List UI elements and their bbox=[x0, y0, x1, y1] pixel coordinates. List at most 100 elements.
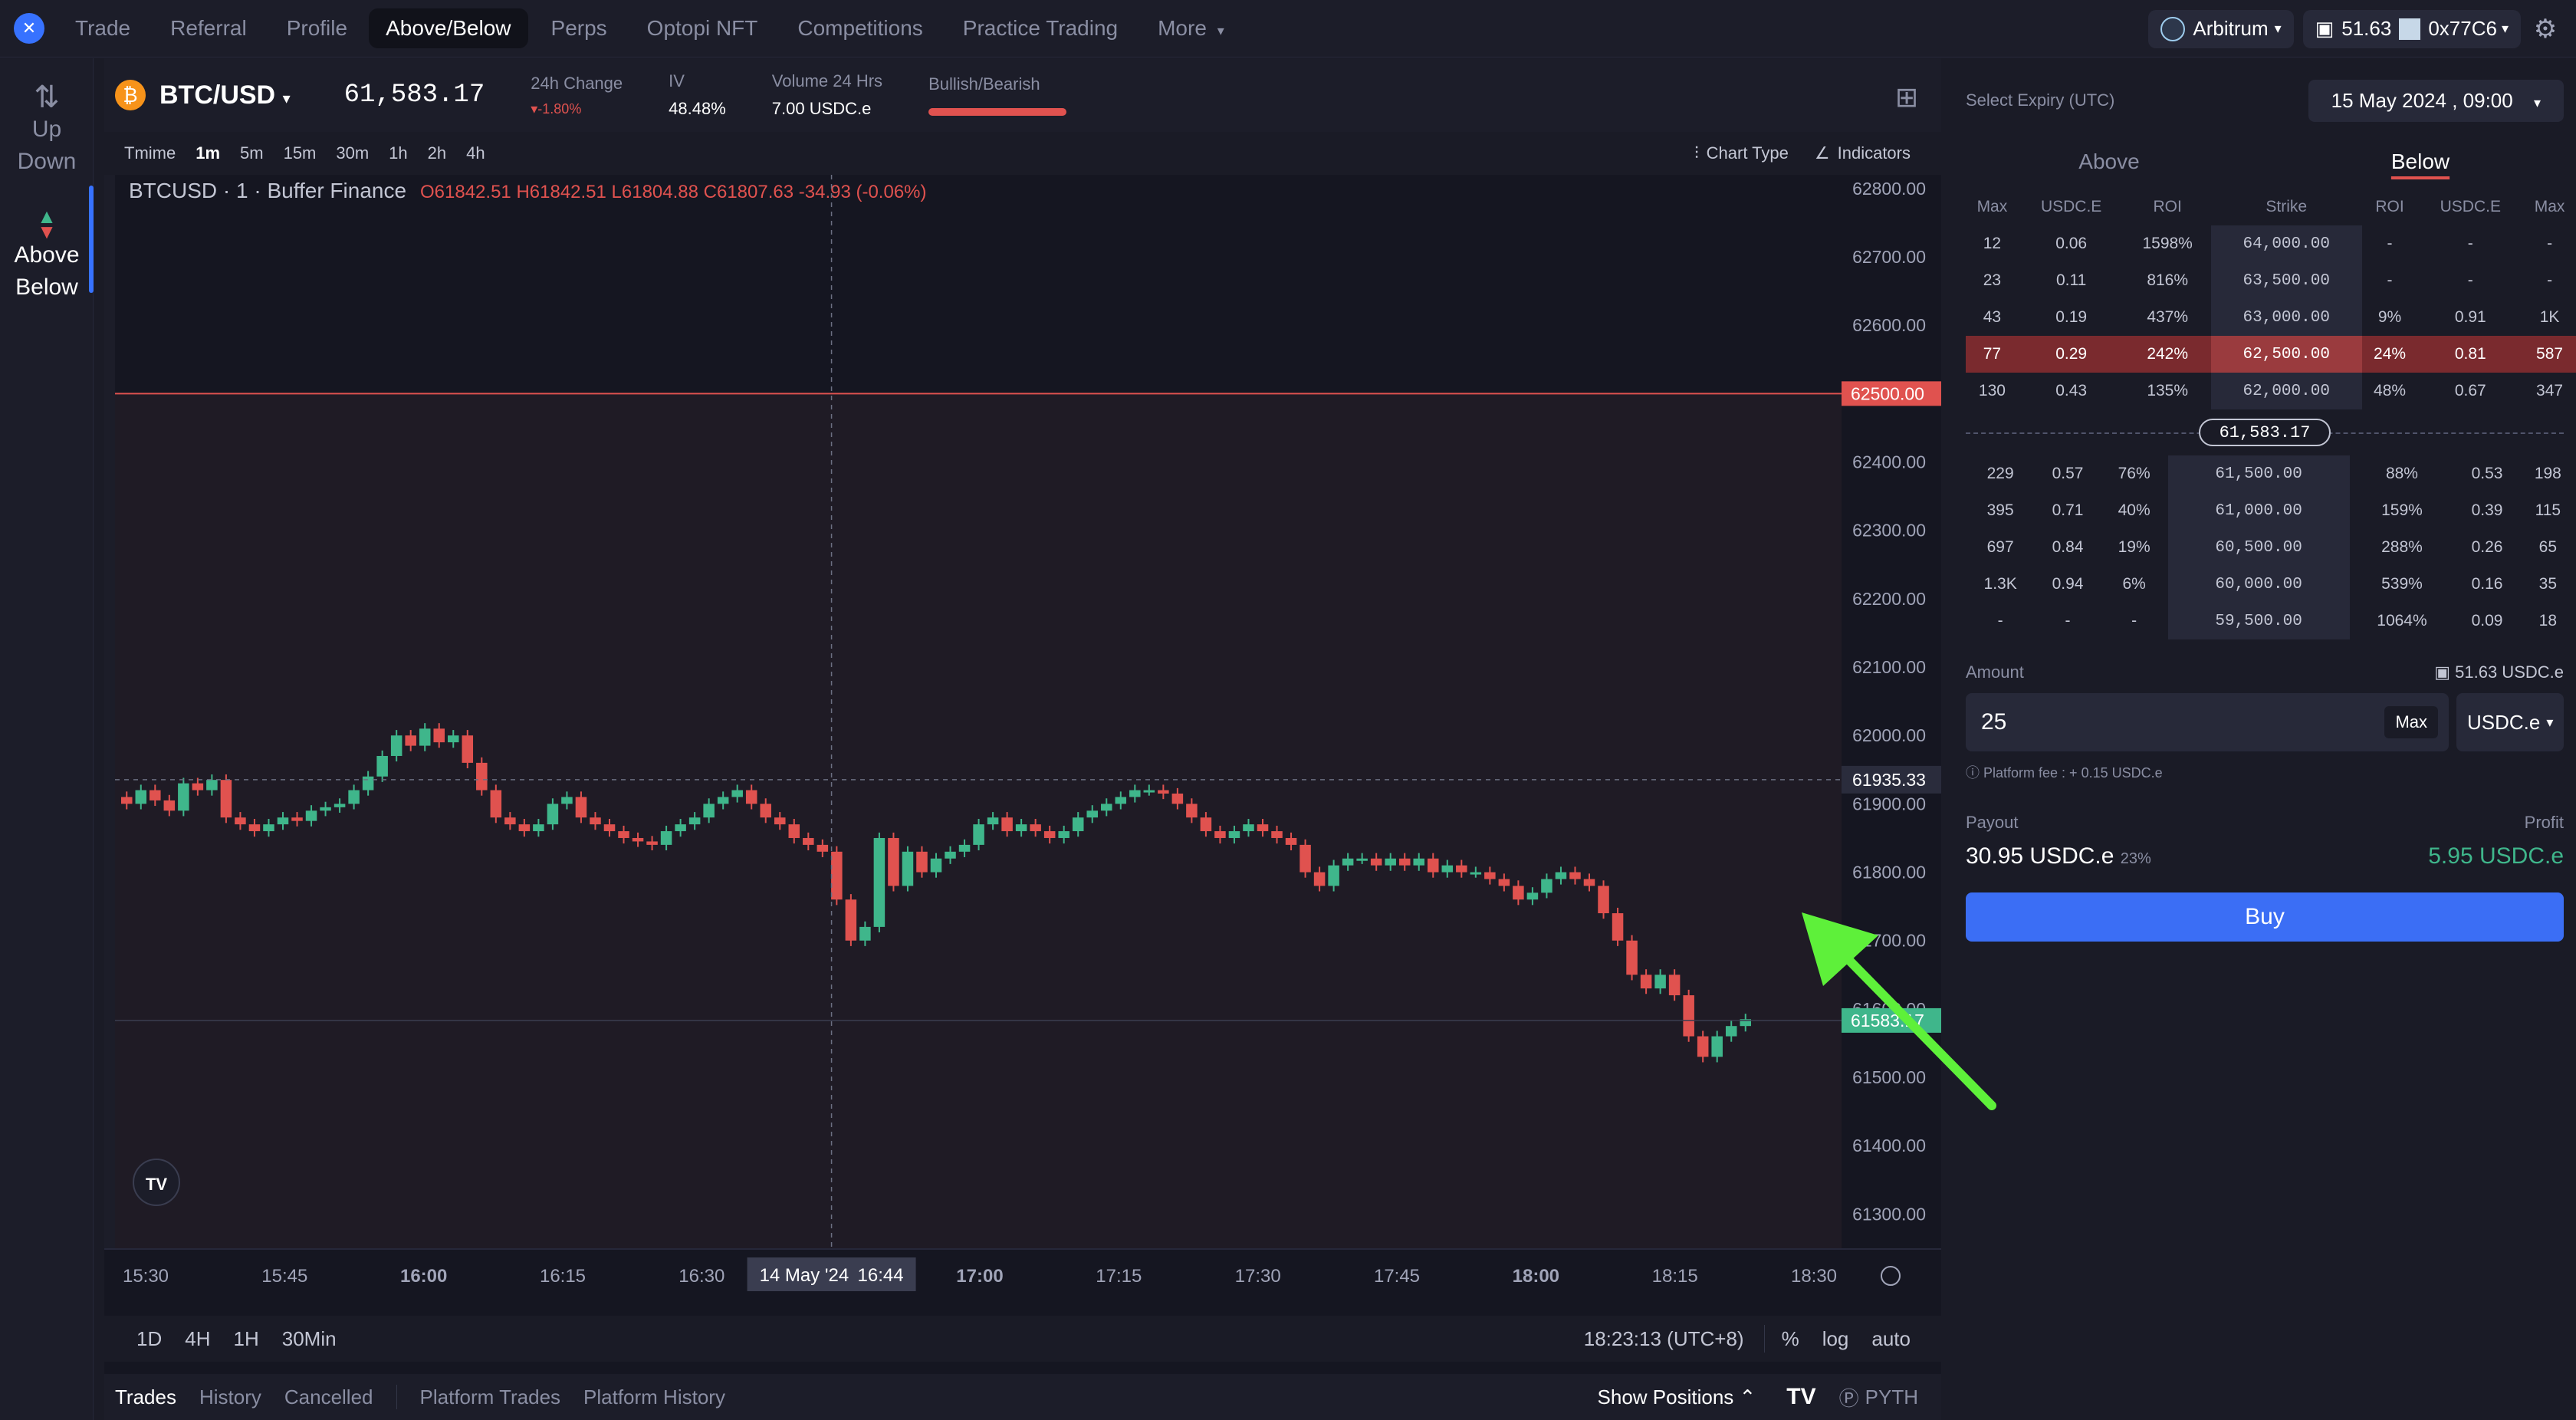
stat-value: ▾-1.80% bbox=[531, 100, 582, 117]
sidebar-item-up-down[interactable]: ⇅ Up Down bbox=[0, 58, 94, 178]
strike-cell: - bbox=[2467, 271, 2473, 289]
timeframe-4h[interactable]: 4h bbox=[466, 143, 485, 163]
tradingview-badge-icon[interactable] bbox=[133, 1159, 180, 1206]
candle bbox=[1470, 872, 1482, 875]
tab-below[interactable]: Below bbox=[2390, 150, 2450, 173]
utc-clock[interactable]: 18:23:13 (UTC+8) bbox=[1583, 1326, 1744, 1350]
candle bbox=[206, 780, 218, 791]
auto-scale-button[interactable]: auto bbox=[1871, 1326, 1911, 1350]
nav-item-perps[interactable]: Perps bbox=[550, 16, 607, 40]
percent-scale-button[interactable]: % bbox=[1781, 1326, 1799, 1350]
wallet-pill[interactable]: ▣ 51.63 0x77C6 ▾ bbox=[2302, 9, 2521, 48]
tab-above[interactable]: Above bbox=[2078, 150, 2140, 173]
strike-row[interactable]: - - - 59,500.00 1064% 0.09 18 bbox=[1966, 603, 2576, 639]
x-tick-label: 16:30 bbox=[678, 1266, 724, 1287]
pair-selector[interactable]: BTC/USD ▾ bbox=[159, 81, 291, 110]
expiry-row: Select Expiry (UTC) 15 May 2024 , 09:00 … bbox=[1953, 58, 2576, 143]
tab-trades[interactable]: Trades bbox=[115, 1385, 176, 1408]
amount-input[interactable]: 25 Max bbox=[1966, 693, 2449, 751]
range-1H[interactable]: 1H bbox=[233, 1326, 259, 1350]
tab-platform-history[interactable]: Platform History bbox=[583, 1385, 725, 1408]
candle bbox=[1484, 872, 1496, 879]
buy-button[interactable]: Buy bbox=[1966, 892, 2564, 942]
chevron-down-icon: ▾ bbox=[2501, 21, 2509, 36]
timeframe-2h[interactable]: 2h bbox=[427, 143, 447, 163]
candle bbox=[1072, 817, 1084, 832]
network-selector[interactable]: Arbitrum ▾ bbox=[2148, 9, 2294, 48]
payout-labels: Payout Profit bbox=[1966, 813, 2564, 833]
strike-row[interactable]: 1.3K 0.94 6% 60,000.00 539% 0.16 35 bbox=[1966, 566, 2576, 603]
range-1D[interactable]: 1D bbox=[136, 1326, 163, 1350]
profit-value: 5.95 USDC.e bbox=[2428, 843, 2564, 869]
nav-item-competitions[interactable]: Competitions bbox=[797, 16, 923, 40]
candle bbox=[774, 817, 786, 825]
price-chart[interactable]: BTCUSD · 1 · Buffer Finance O61842.51 H61… bbox=[104, 175, 1941, 1316]
indicators-button[interactable]: Indicators bbox=[1837, 143, 1911, 163]
show-positions-button[interactable]: Show Positions ⌃ bbox=[1597, 1385, 1756, 1408]
candle bbox=[618, 831, 629, 838]
x-tick-label: 17:00 bbox=[956, 1266, 1003, 1287]
timeframe-30m[interactable]: 30m bbox=[336, 143, 370, 163]
strike-row[interactable]: 77 0.29 242% 62,500.00 24% 0.81 587 bbox=[1966, 336, 2576, 373]
gear-icon[interactable]: ⚙ bbox=[2533, 14, 2558, 44]
mid-price-row: 61,583.17 bbox=[1953, 409, 2576, 455]
nav-item-referral[interactable]: Referral bbox=[170, 16, 247, 40]
candle bbox=[476, 762, 488, 791]
log-scale-button[interactable]: log bbox=[1822, 1326, 1849, 1350]
nav-item-profile[interactable]: Profile bbox=[286, 16, 348, 40]
timeframe-1h[interactable]: 1h bbox=[389, 143, 408, 163]
candle bbox=[334, 804, 346, 807]
tab-cancelled[interactable]: Cancelled bbox=[284, 1385, 373, 1408]
timeframe-Tmime[interactable]: Tmime bbox=[124, 143, 176, 163]
strike-row[interactable]: 23 0.11 816% 63,500.00 - - - bbox=[1966, 262, 2576, 299]
range-30Min[interactable]: 30Min bbox=[281, 1326, 337, 1350]
tab-platform-trades[interactable]: Platform Trades bbox=[419, 1385, 561, 1408]
candle bbox=[1697, 1036, 1709, 1057]
chevron-down-icon: ▾ bbox=[1217, 23, 1224, 38]
expiry-selector[interactable]: 15 May 2024 , 09:00 ▾ bbox=[2308, 79, 2564, 122]
buffer-logo-icon[interactable]: ✕ bbox=[14, 13, 44, 44]
strike-row[interactable]: 395 0.71 40% 61,000.00 159% 0.39 115 bbox=[1966, 492, 2576, 529]
grid-layout-icon[interactable]: ⊞ bbox=[1894, 81, 1918, 113]
nav-item-more[interactable]: More ▾ bbox=[1158, 16, 1224, 40]
nav-item-optopi-nft[interactable]: Optopi NFT bbox=[646, 16, 758, 40]
table-header-row: Max USDC.E ROI Strike ROI USDC.E Max bbox=[1966, 189, 2576, 225]
strike-cell: - bbox=[2547, 235, 2553, 252]
y-tick-label: 62100.00 bbox=[1852, 657, 1926, 677]
x-tick-label: 15:45 bbox=[261, 1266, 307, 1287]
stat-sentiment: Bullish/Bearish bbox=[928, 74, 1067, 116]
nav-item-above-below[interactable]: Above/Below bbox=[369, 8, 528, 48]
chart-type-button[interactable]: Chart Type bbox=[1706, 143, 1789, 163]
candle bbox=[121, 797, 133, 804]
strike-cell: 0.71 bbox=[2052, 501, 2084, 519]
strike-price-label: 62500.00 bbox=[1851, 383, 1924, 403]
tab-history[interactable]: History bbox=[199, 1385, 261, 1408]
nav-item-trade[interactable]: Trade bbox=[75, 16, 131, 40]
strike-row[interactable]: 130 0.43 135% 62,000.00 48% 0.67 347 bbox=[1966, 373, 2576, 409]
sidebar-item-above-below[interactable]: ▲ ▼ Above Below bbox=[0, 178, 94, 304]
strike-row[interactable]: 229 0.57 76% 61,500.00 88% 0.53 198 bbox=[1966, 455, 2576, 492]
strike-price: 60,000.00 bbox=[2167, 566, 2350, 603]
candle bbox=[888, 837, 899, 886]
fee-row: ⓘ Platform fee : + 0.15 USDC.e bbox=[1966, 762, 2564, 782]
candle bbox=[688, 817, 701, 825]
pair-label: BTC/USD bbox=[159, 80, 276, 110]
strike-cell: - bbox=[2065, 612, 2071, 629]
chart-settings-icon[interactable] bbox=[1881, 1266, 1901, 1286]
candle bbox=[958, 844, 971, 852]
strike-row[interactable]: 697 0.84 19% 60,500.00 288% 0.26 65 bbox=[1966, 529, 2576, 566]
timeframe-15m[interactable]: 15m bbox=[283, 143, 317, 163]
strike-row[interactable]: 43 0.19 437% 63,000.00 9% 0.91 1K bbox=[1966, 299, 2576, 336]
candle bbox=[745, 790, 757, 804]
nav-item-practice-trading[interactable]: Practice Trading bbox=[962, 16, 1119, 40]
max-button[interactable]: Max bbox=[2384, 706, 2438, 738]
timeframe-5m[interactable]: 5m bbox=[240, 143, 264, 163]
sentiment-bar bbox=[928, 108, 1067, 116]
timeframe-1m[interactable]: 1m bbox=[196, 143, 221, 163]
strike-row[interactable]: 12 0.06 1598% 64,000.00 - - - bbox=[1966, 225, 2576, 262]
currency-selector[interactable]: USDC.e ▾ bbox=[2456, 693, 2564, 751]
above-below-triangles-icon: ▲ ▼ bbox=[37, 205, 57, 243]
candle bbox=[405, 735, 416, 746]
range-4H[interactable]: 4H bbox=[185, 1326, 211, 1350]
candle bbox=[1385, 858, 1396, 866]
